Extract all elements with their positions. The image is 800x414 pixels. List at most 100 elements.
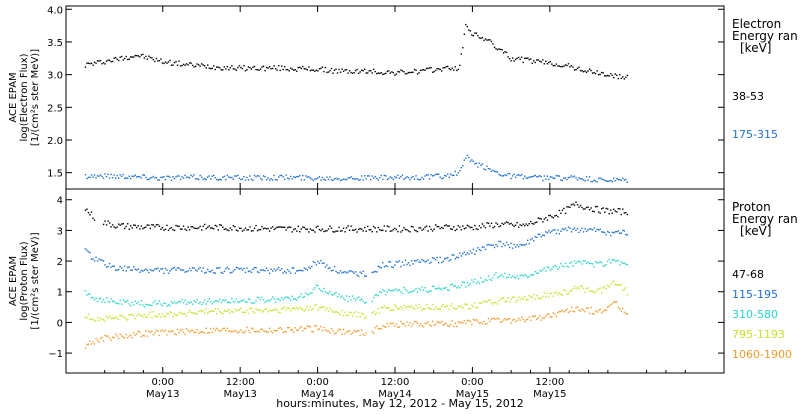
data-point [602, 286, 604, 289]
data-point [537, 297, 539, 299]
data-point [246, 176, 248, 179]
data-point [437, 287, 440, 289]
data-point [424, 175, 426, 177]
data-point [86, 343, 88, 346]
data-point [229, 301, 232, 304]
data-point [344, 69, 346, 71]
data-point [160, 268, 162, 270]
data-point [569, 262, 571, 265]
data-point [86, 294, 88, 296]
data-point [490, 301, 493, 304]
data-point [602, 178, 604, 181]
data-point [173, 313, 176, 315]
data-point [463, 227, 466, 230]
data-point [370, 178, 372, 181]
data-point [362, 313, 364, 315]
data-point [356, 315, 358, 318]
data-point [364, 302, 366, 304]
data-point [454, 66, 456, 68]
data-point [623, 78, 626, 80]
data-point [454, 285, 456, 287]
data-point [194, 269, 197, 271]
data-point [220, 311, 222, 314]
data-point [459, 322, 461, 324]
data-point [308, 66, 310, 68]
data-point [296, 270, 298, 272]
data-point [616, 301, 618, 303]
data-point [280, 65, 283, 67]
data-point [312, 229, 315, 232]
data-point [527, 239, 529, 242]
data-point [425, 225, 428, 227]
data-point [608, 305, 610, 307]
data-point [293, 267, 295, 269]
data-point [84, 248, 87, 250]
data-point [563, 177, 565, 179]
data-point [181, 269, 183, 271]
data-point [127, 266, 129, 269]
data-point [285, 174, 287, 176]
data-point [274, 301, 277, 303]
data-point [475, 162, 478, 165]
data-point [142, 270, 144, 272]
data-point [519, 319, 521, 321]
data-point [620, 232, 622, 234]
data-point [605, 207, 607, 210]
data-point [252, 230, 254, 232]
data-point [299, 66, 301, 68]
data-point [489, 225, 491, 227]
data-point [453, 69, 455, 71]
data-point [593, 227, 595, 229]
data-point [622, 289, 624, 292]
data-point [287, 227, 289, 229]
data-point [528, 222, 530, 225]
data-point [220, 69, 222, 71]
data-point [145, 316, 147, 318]
data-point [299, 295, 301, 298]
data-point [472, 228, 475, 231]
data-point [128, 175, 130, 177]
data-point [136, 54, 138, 57]
data-point [409, 322, 411, 324]
data-point [386, 291, 389, 293]
data-point [353, 272, 355, 274]
data-point [507, 172, 509, 175]
data-point [323, 306, 325, 308]
data-point [466, 303, 469, 305]
data-point [407, 292, 410, 294]
data-point [104, 63, 106, 65]
data-point [371, 271, 373, 274]
data-point [537, 59, 539, 61]
data-point [204, 65, 206, 67]
data-point [284, 178, 286, 181]
data-point [204, 272, 206, 274]
data-point [499, 298, 502, 300]
data-point [107, 173, 109, 176]
data-point [225, 299, 227, 301]
data-point [576, 261, 579, 263]
data-point [311, 178, 313, 180]
data-point [268, 230, 271, 232]
data-point [511, 275, 514, 277]
data-point [398, 307, 401, 310]
data-point [282, 298, 284, 301]
data-point [561, 265, 564, 267]
data-point [185, 315, 188, 317]
data-point [380, 267, 382, 269]
data-point [510, 298, 512, 301]
data-point [588, 262, 591, 265]
data-point [202, 267, 204, 269]
data-point [246, 69, 248, 71]
data-point [170, 268, 173, 271]
data-point [348, 177, 351, 179]
data-point [616, 260, 618, 262]
data-point [599, 260, 601, 263]
data-point [136, 315, 138, 317]
data-point [416, 178, 419, 180]
data-point [376, 294, 378, 296]
data-point [418, 178, 420, 181]
data-point [578, 206, 580, 208]
data-point [105, 224, 108, 226]
data-point [511, 224, 514, 226]
plot-frame [65, 5, 725, 190]
